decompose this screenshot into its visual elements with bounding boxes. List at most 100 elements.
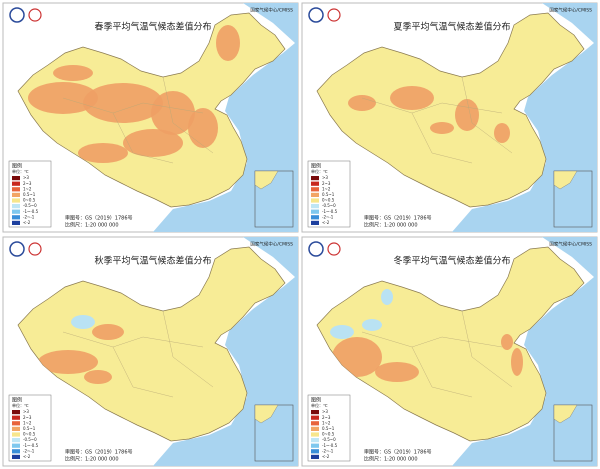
cool-area — [330, 325, 354, 339]
legend-label: >3 — [23, 409, 29, 414]
legend-label: -1~-0.5 — [23, 209, 39, 214]
legend-swatch — [311, 192, 319, 197]
legend-swatch — [12, 454, 20, 459]
legend-unit: 单位：℃ — [311, 168, 328, 174]
legend-swatch — [311, 209, 319, 214]
legend-label: -0.5~0 — [23, 203, 37, 208]
legend-label: 1~2 — [23, 420, 32, 425]
warm-area — [390, 86, 434, 110]
legend-label: 2~3 — [322, 415, 331, 420]
cool-area — [362, 319, 382, 331]
cool-area — [71, 315, 95, 329]
legend-label: -2~-1 — [322, 448, 334, 453]
legend-unit: 单位：℃ — [12, 402, 29, 408]
legend-unit: 单位：℃ — [311, 402, 328, 408]
legend-swatch — [311, 215, 319, 220]
legend-label: 0.5~1 — [23, 192, 36, 197]
approval-number: 审图号：GS（2019）1786号 — [364, 215, 432, 222]
source: 国家气候中心/CMISS — [549, 7, 592, 14]
inset — [254, 170, 294, 228]
legend-swatch — [12, 443, 20, 448]
legend-title: 图例 — [12, 163, 22, 170]
inset-land — [254, 170, 279, 190]
logo — [308, 7, 324, 23]
legend-label: 0.5~1 — [322, 192, 335, 197]
legend-label: -1~-0.5 — [322, 443, 338, 448]
legend-swatch — [311, 410, 319, 415]
legend-swatch — [12, 181, 20, 186]
legend-label: -2~-1 — [23, 214, 35, 219]
legend-label: <-2 — [23, 220, 31, 225]
legend-swatch — [12, 209, 20, 214]
legend-swatch — [12, 187, 20, 192]
map-title: 春季平均气温气候态差值分布 — [94, 21, 211, 33]
legend-swatch — [311, 454, 319, 459]
legend-label: <-2 — [23, 454, 31, 459]
anomaly-layer — [330, 289, 523, 382]
legend-label: 0~0.5 — [322, 198, 335, 203]
legend-label: 1~2 — [322, 186, 331, 191]
legend-label: -0.5~0 — [322, 203, 336, 208]
map-scale: 比例尺：1:20 000 000 — [364, 222, 418, 229]
legend-swatch — [311, 187, 319, 192]
legend-label: 1~2 — [322, 420, 331, 425]
legend-label: 0.5~1 — [23, 426, 36, 431]
legend-title: 图例 — [311, 163, 321, 170]
legend-label: 2~3 — [23, 181, 32, 186]
inset-land — [553, 170, 578, 190]
warm-area — [348, 95, 376, 111]
legend-swatch — [12, 215, 20, 220]
source: 国家气候中心/CMISS — [549, 241, 592, 248]
logo — [327, 8, 341, 22]
legend-swatch — [12, 438, 20, 443]
anomaly-layer — [38, 315, 124, 384]
legend-swatch — [12, 421, 20, 426]
source: 国家气候中心/CMISS — [250, 7, 293, 14]
map-scale: 比例尺：1:20 000 000 — [65, 222, 119, 229]
legend-label: -2~-1 — [23, 448, 35, 453]
legend-label: <-2 — [322, 220, 330, 225]
legend-label: 2~3 — [322, 181, 331, 186]
provinces — [361, 310, 513, 398]
provinces — [62, 310, 214, 398]
legend-swatch — [12, 432, 20, 437]
logo — [28, 8, 42, 22]
warm-area — [216, 25, 240, 61]
legend-label: -0.5~0 — [23, 437, 37, 442]
legend-label: 2~3 — [23, 415, 32, 420]
china-land — [17, 246, 286, 442]
legend-label: >3 — [322, 175, 328, 180]
legend-label: 0~0.5 — [322, 432, 335, 437]
legend-label: -1~-0.5 — [322, 209, 338, 214]
legend-swatch — [12, 410, 20, 415]
approval-number: 审图号：GS（2019）1786号 — [65, 215, 133, 222]
approval-number: 审图号：GS（2019）1786号 — [65, 449, 133, 456]
legend-label: -2~-1 — [322, 214, 334, 219]
legend-swatch — [311, 438, 319, 443]
inset-land — [254, 404, 279, 424]
logo — [28, 242, 42, 256]
anomaly-layer — [28, 25, 240, 163]
map-scale: 比例尺：1:20 000 000 — [364, 456, 418, 463]
legend-swatch — [311, 220, 319, 225]
warm-area — [332, 337, 382, 377]
legend-label: >3 — [23, 175, 29, 180]
anomaly-layer — [348, 86, 510, 143]
provinces — [62, 76, 214, 164]
map-title: 夏季平均气温气候态差值分布 — [393, 21, 510, 33]
warm-area — [151, 91, 195, 135]
map-panel: 冬季平均气温气候态差值分布国家气候中心/CMISS图例单位：℃>32~31~20… — [301, 236, 598, 467]
legend-swatch — [12, 426, 20, 431]
legend-label: 0~0.5 — [23, 198, 36, 203]
warm-area — [78, 143, 128, 163]
warm-area — [84, 370, 112, 384]
legend-title: 图例 — [311, 397, 321, 404]
cool-area — [381, 289, 393, 305]
warm-area — [375, 362, 419, 382]
legend-swatch — [311, 426, 319, 431]
legend-swatch — [12, 192, 20, 197]
warm-area — [38, 350, 98, 374]
legend-label: -1~-0.5 — [23, 443, 39, 448]
legend-title: 图例 — [12, 397, 22, 404]
legend-swatch — [311, 443, 319, 448]
